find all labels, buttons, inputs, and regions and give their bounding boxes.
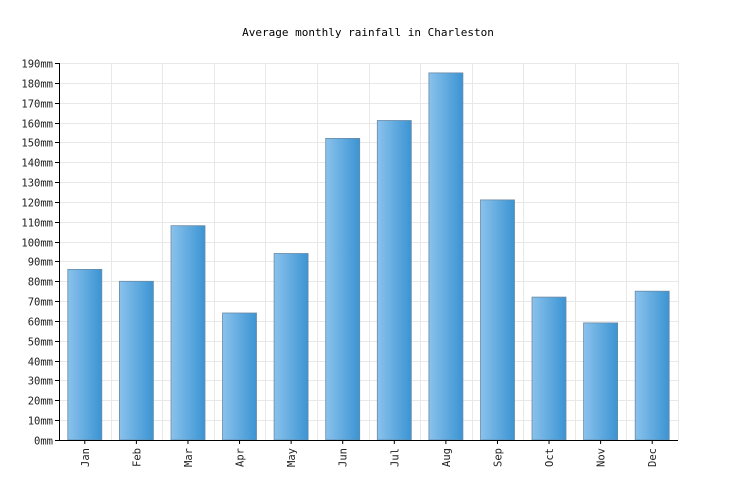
bar-jun <box>325 137 361 441</box>
bars <box>67 72 670 441</box>
bar-apr <box>222 312 257 441</box>
x-tick-label: Oct <box>544 448 556 467</box>
x-tick-labels: Jan Feb Mar Apr May Jun Jul Aug Sep Oct Nov Dec <box>80 448 659 467</box>
bar-mar <box>170 225 206 441</box>
bar-feb <box>119 280 154 441</box>
bar-sep <box>480 199 515 441</box>
y-tick-labels: 0mm 10mm 20mm 30mm 40mm 50mm 60mm 70mm 80mm 90mm 1… <box>21 59 53 448</box>
y-tick-label: 170mm <box>21 99 53 111</box>
y-tick-label: 140mm <box>21 158 53 170</box>
bar-jul <box>376 120 412 441</box>
y-tick-label: 70mm <box>28 297 53 309</box>
y-tick-label: 180mm <box>21 79 53 91</box>
y-tick-label: 150mm <box>21 138 53 150</box>
x-tick-label: Dec <box>647 448 659 467</box>
x-tick-label: Jan <box>80 448 92 467</box>
y-tick-label: 130mm <box>21 178 53 190</box>
bar-jan <box>67 268 103 441</box>
x-tick-label: Mar <box>183 448 195 467</box>
y-tick-label: 30mm <box>28 376 53 388</box>
x-tick-label: Apr <box>235 448 247 467</box>
x-tick-label: Aug <box>441 448 453 467</box>
y-tick-label: 60mm <box>28 317 53 329</box>
y-tick-label: 40mm <box>28 357 53 369</box>
y-tick-label: 0mm <box>34 436 53 448</box>
bar-may <box>273 253 309 441</box>
y-tick-label: 10mm <box>28 416 53 428</box>
y-tick-label: 100mm <box>21 238 53 250</box>
y-tick-label: 110mm <box>21 218 53 230</box>
y-tick-label: 160mm <box>21 119 53 131</box>
x-tick-label: Feb <box>131 448 143 467</box>
y-tick-label: 90mm <box>28 257 53 269</box>
bar-dec <box>634 290 670 441</box>
bar-nov <box>583 322 618 441</box>
y-tick-label: 20mm <box>28 396 53 408</box>
x-tick-label: Jun <box>338 448 350 467</box>
bar-oct <box>531 296 567 441</box>
y-tick-label: 120mm <box>21 198 53 210</box>
y-tick-label: 80mm <box>28 277 53 289</box>
gridlines <box>59 63 679 440</box>
x-tick-label: May <box>286 448 298 467</box>
x-tick-label: Jul <box>389 448 401 467</box>
y-tick-label: 190mm <box>21 59 53 71</box>
x-tick-label: Nov <box>596 448 608 467</box>
bar-aug <box>428 72 464 441</box>
chart-title: Average monthly rainfall in Charleston <box>242 26 494 39</box>
axes <box>55 63 678 444</box>
y-tick-label: 50mm <box>28 337 53 349</box>
x-tick-label: Sep <box>492 448 504 467</box>
